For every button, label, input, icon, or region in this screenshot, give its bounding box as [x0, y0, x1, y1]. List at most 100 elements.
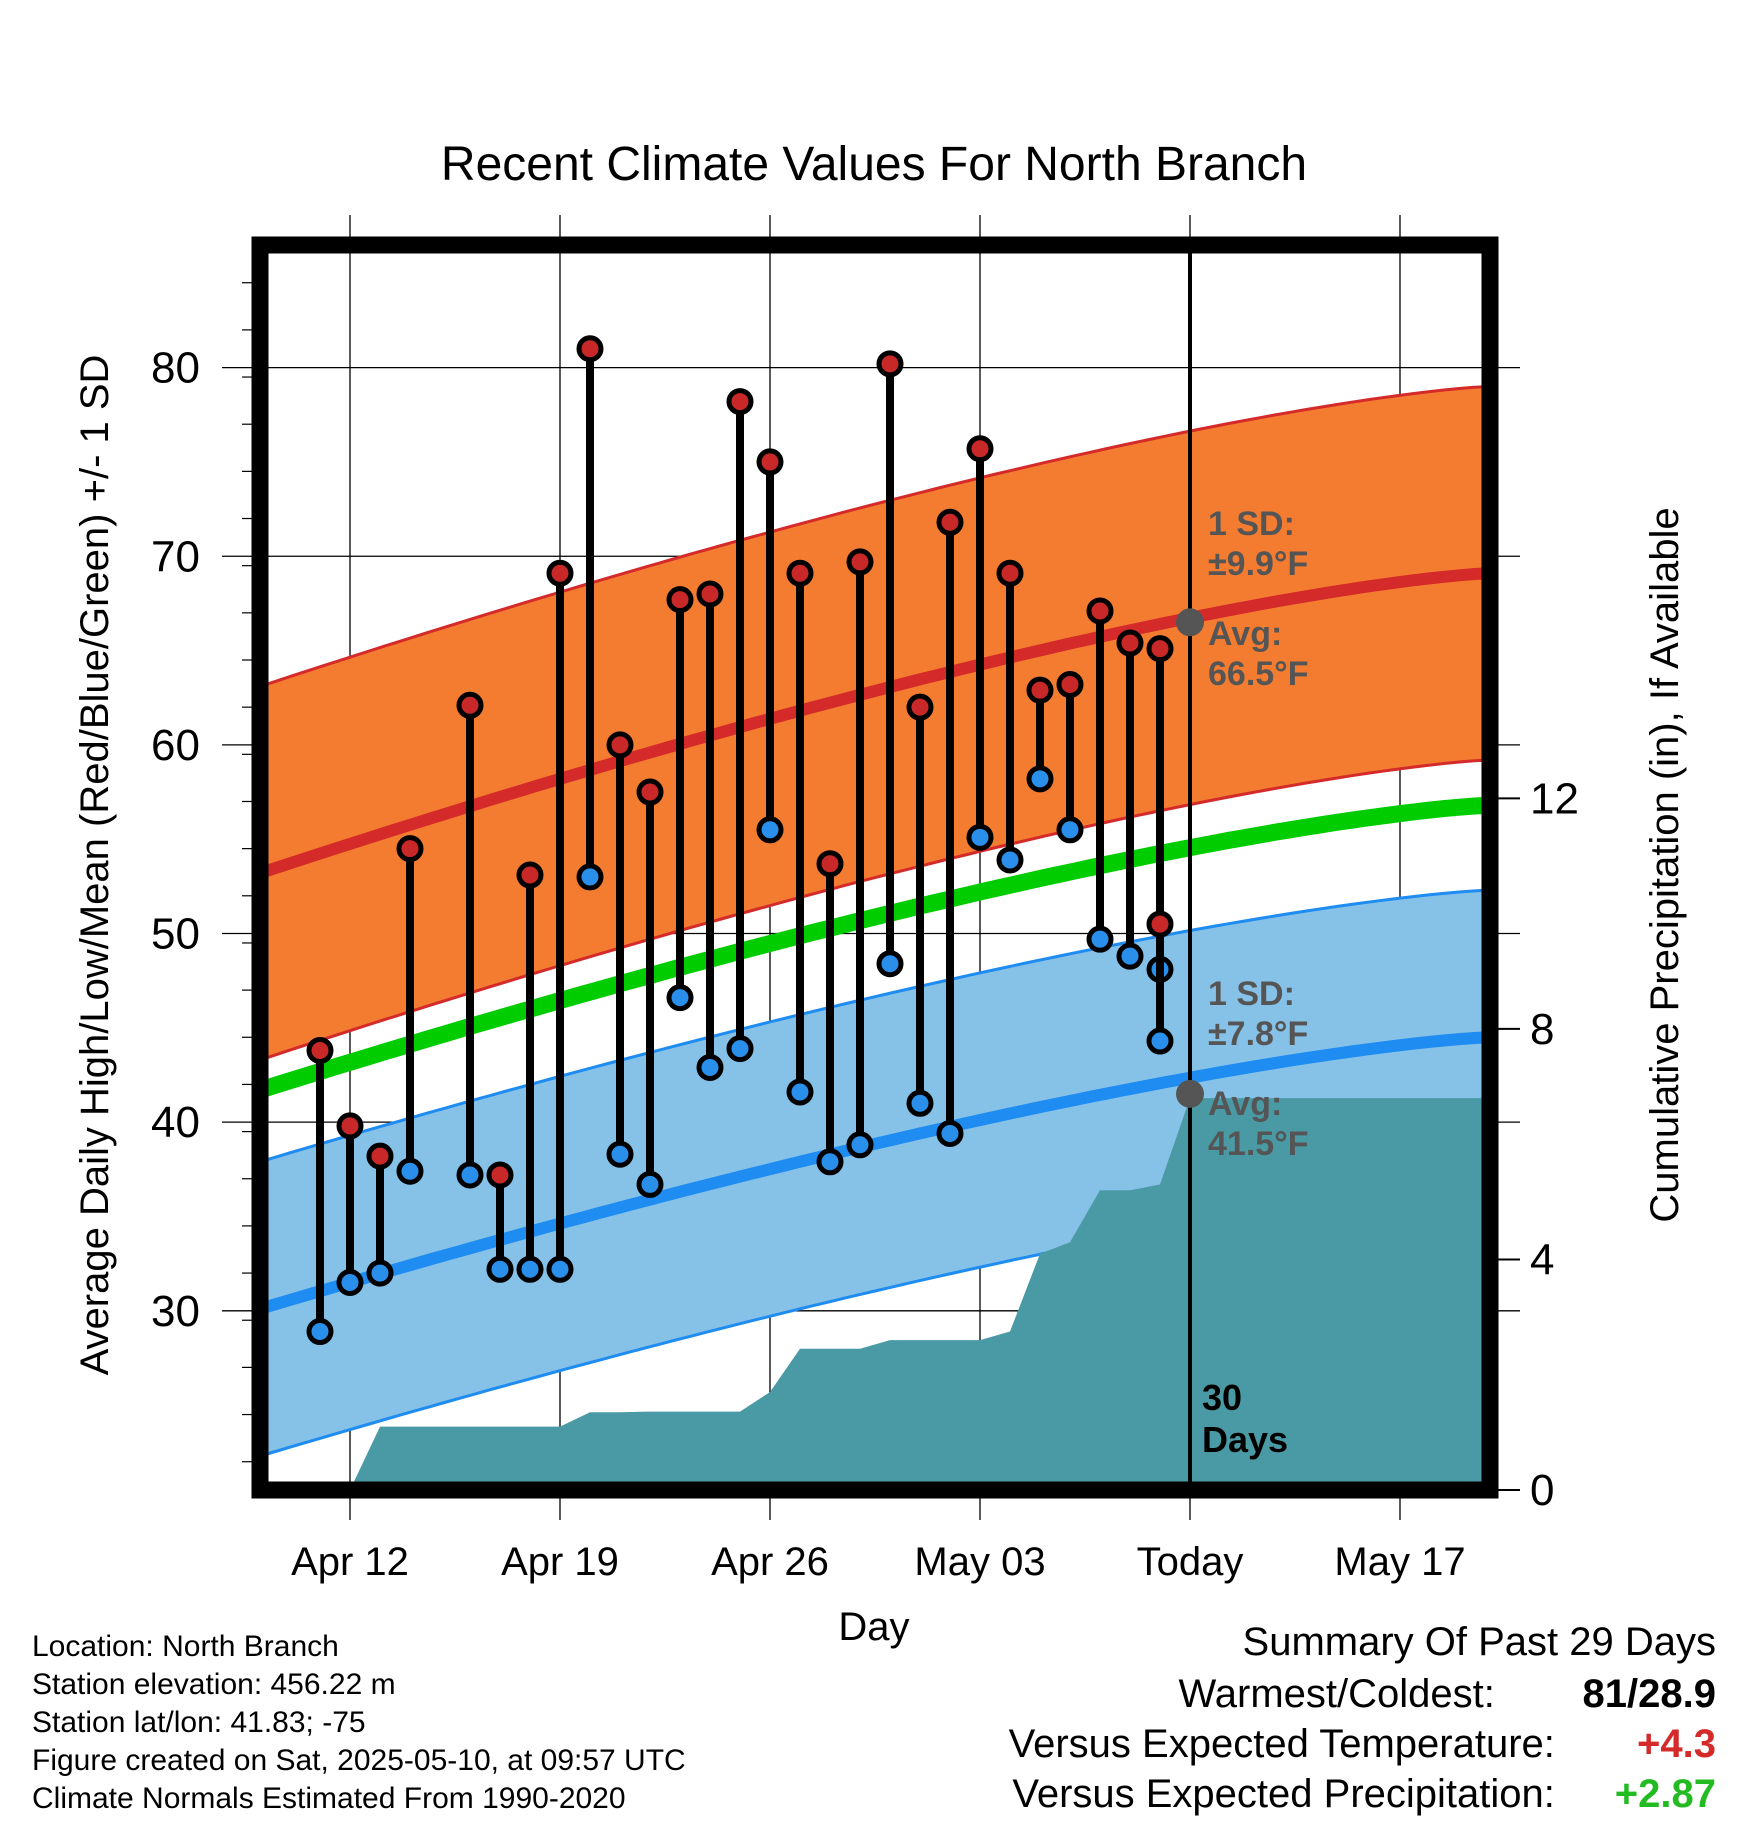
- daily-high-point: [396, 835, 424, 863]
- daily-high-point: [876, 350, 904, 378]
- observation-day: [756, 448, 784, 844]
- high-normal-line: [260, 567, 1490, 879]
- x-tick-label: Apr 26: [711, 1540, 829, 1584]
- observation-day: [966, 435, 994, 851]
- summary-precip: Versus Expected Precipitation: +2.87: [1012, 1772, 1716, 1817]
- daily-high-point: [1056, 671, 1084, 699]
- daily-low-point: [936, 1119, 964, 1147]
- y-tick-label: 40: [151, 1098, 200, 1147]
- low-avg-label: Avg:: [1208, 1085, 1282, 1123]
- daily-low-point: [816, 1148, 844, 1176]
- low-sd-label: 1 SD:: [1208, 975, 1295, 1013]
- y2-tick-label: 12: [1530, 774, 1579, 823]
- daily-low-point: [786, 1078, 814, 1106]
- temp-value: +4.3: [1637, 1722, 1716, 1766]
- observation-day: [906, 693, 934, 1117]
- daily-high-point: [1026, 676, 1054, 704]
- y-tick-label: 80: [151, 344, 200, 393]
- daily-low-point: [1086, 925, 1114, 953]
- precip-value: +2.87: [1614, 1772, 1716, 1816]
- daily-low-point: [666, 984, 694, 1012]
- high-sd-lower-edge: [260, 758, 1490, 1062]
- observation-day: [1116, 629, 1144, 970]
- daily-high-point: [786, 559, 814, 587]
- daily-low-point: [516, 1255, 544, 1283]
- daily-high-point: [366, 1142, 394, 1170]
- daily-high-point: [1146, 635, 1174, 663]
- y2-tick-label: 8: [1530, 1005, 1554, 1054]
- y-tick-label: 60: [151, 721, 200, 770]
- mean-normal-line: [260, 796, 1490, 1099]
- x-tick-label: Apr 19: [501, 1540, 619, 1584]
- daily-low-point: [546, 1255, 574, 1283]
- cumulative-precip-area: [320, 1098, 1490, 1490]
- high-avg-value: 66.5°F: [1208, 655, 1309, 693]
- x-axis-label: Day: [838, 1605, 909, 1649]
- y2-axis-label: Cumulative Precipitation (in), If Availa…: [1643, 507, 1687, 1222]
- observation-day: [606, 731, 634, 1168]
- observation-day: [846, 548, 874, 1159]
- y-axis-label: Average Daily High/Low/Mean (Red/Blue/Gr…: [73, 355, 117, 1376]
- observation-day: [516, 861, 544, 1283]
- daily-high-point: [486, 1161, 514, 1189]
- daily-high-point: [966, 435, 994, 463]
- daily-high-point: [546, 559, 574, 587]
- observation-day: [996, 559, 1024, 874]
- low-sd-band: [260, 890, 1490, 1456]
- x-tick-label: May 17: [1334, 1540, 1465, 1584]
- daily-high-point: [726, 388, 754, 416]
- y-tick-label: 50: [151, 910, 200, 959]
- low-sd-upper-edge: [260, 888, 1490, 1164]
- daily-low-point: [726, 1035, 754, 1063]
- observation-day: [876, 350, 904, 978]
- daily-high-point: [666, 586, 694, 614]
- precip-label: Versus Expected Precipitation:: [1012, 1772, 1555, 1816]
- daily-high-point: [906, 693, 934, 721]
- daily-low-point: [996, 846, 1024, 874]
- observation-day: [336, 1112, 364, 1296]
- x-tick-label: Apr 12: [291, 1540, 409, 1584]
- observation-day: [546, 559, 574, 1283]
- daily-low-point: [696, 1053, 724, 1081]
- daily-low-point: [1026, 765, 1054, 793]
- warmest-value: 81: [1582, 1672, 1628, 1716]
- y-tick-label: 30: [151, 1287, 200, 1336]
- high-avg-label: Avg:: [1208, 615, 1282, 653]
- warm-cold-values: 81/28.9: [1506, 1672, 1716, 1717]
- chart-title: Recent Climate Values For North Branch: [441, 138, 1307, 191]
- high-sd-band: [260, 386, 1490, 1060]
- observation-day: [576, 335, 604, 891]
- observation-day: [666, 586, 694, 1012]
- daily-low-point: [486, 1255, 514, 1283]
- footer-normals: Climate Normals Estimated From 1990-2020: [32, 1782, 626, 1815]
- summary-warm-cold: Warmest/Coldest: 81/28.9: [1179, 1672, 1717, 1717]
- y2-tick-label: 4: [1530, 1235, 1554, 1284]
- daily-high-point: [846, 548, 874, 576]
- y-tick-label: 70: [151, 532, 200, 581]
- observation-day: [396, 835, 424, 1185]
- observation-day: [936, 508, 964, 1147]
- high-sd-upper-edge: [260, 385, 1490, 688]
- daily-high-point: [336, 1112, 364, 1140]
- observation-day: [1056, 671, 1084, 844]
- daily-low-point: [636, 1170, 664, 1198]
- daily-high-point: [696, 580, 724, 608]
- daily-low-point: [576, 863, 604, 891]
- summary-heading: Summary Of Past 29 Days: [1242, 1620, 1716, 1664]
- footer-elevation: Station elevation: 456.22 m: [32, 1668, 396, 1701]
- plot-frame: [251, 236, 1499, 1499]
- daily-low-point: [846, 1131, 874, 1159]
- daily-high-point: [816, 850, 844, 878]
- observation-day: [696, 580, 724, 1081]
- observation-day: [786, 559, 814, 1106]
- summary-temp: Versus Expected Temperature: +4.3: [1009, 1722, 1716, 1767]
- observation-day: [816, 850, 844, 1176]
- daily-low-point: [756, 816, 784, 844]
- daily-high-point: [996, 559, 1024, 587]
- footer-created: Figure created on Sat, 2025-05-10, at 09…: [32, 1744, 686, 1777]
- observation-day: [306, 1036, 334, 1346]
- observation-day: [1026, 676, 1054, 793]
- daily-high-point: [516, 861, 544, 889]
